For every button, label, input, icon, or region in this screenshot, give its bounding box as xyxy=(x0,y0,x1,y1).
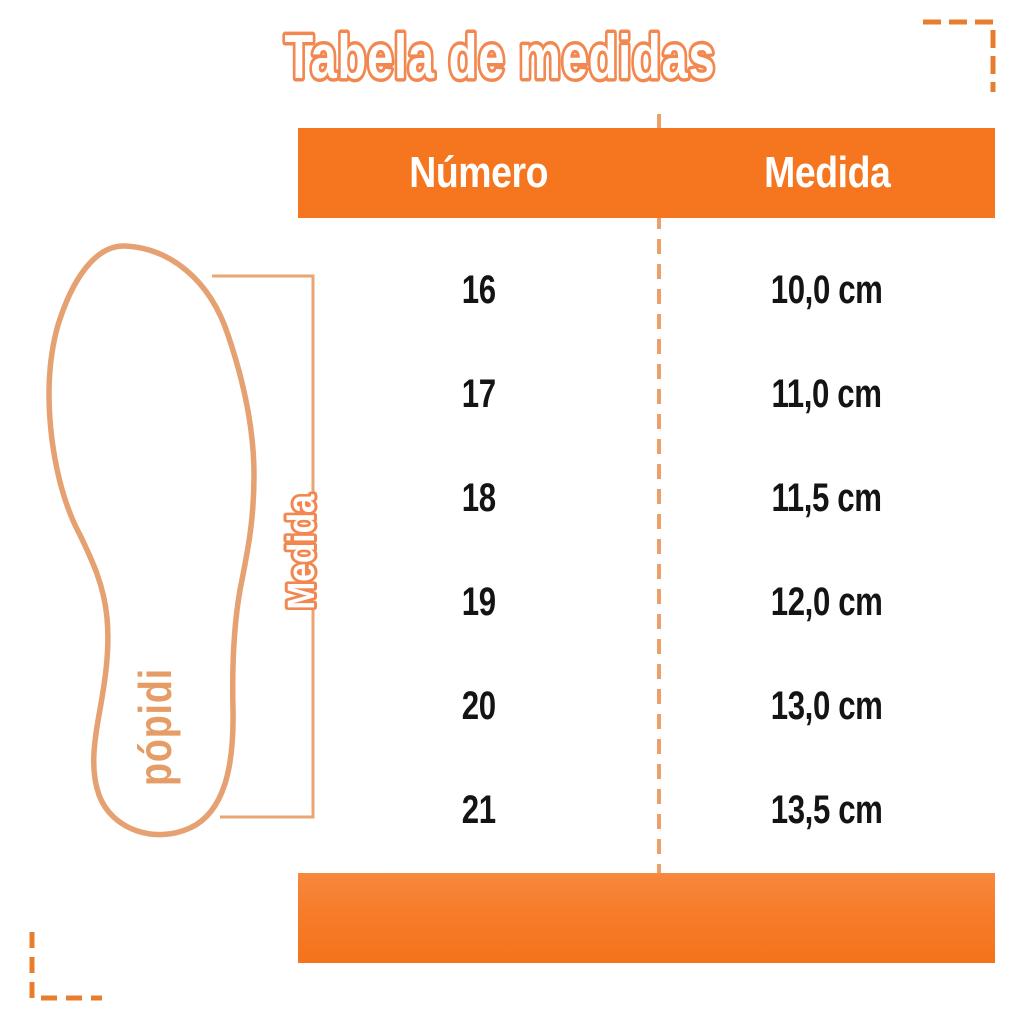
table-row: 21 13,5 cm xyxy=(298,758,995,862)
size-measure-cell: 12,0 cm xyxy=(659,550,995,654)
corner-bracket-bottom-left-icon xyxy=(29,932,102,1001)
size-number-cell: 21 xyxy=(298,758,659,862)
table-row: 17 11,0 cm xyxy=(298,342,995,446)
size-number: 20 xyxy=(461,683,496,728)
page-title-text: Tabela de medidas xyxy=(285,22,716,92)
brand-text: pópidi xyxy=(129,668,180,786)
size-number-cell: 17 xyxy=(298,342,659,446)
size-measure: 13,0 cm xyxy=(771,683,883,728)
table-row: 19 12,0 cm xyxy=(298,550,995,654)
table-row: 20 13,0 cm xyxy=(298,654,995,758)
size-measure-cell: 11,5 cm xyxy=(659,446,995,550)
size-number-cell: 19 xyxy=(298,550,659,654)
size-measure: 10,0 cm xyxy=(771,267,883,312)
measure-bracket xyxy=(212,274,315,819)
insole-outline-icon xyxy=(46,243,257,838)
column-divider-dashed-line xyxy=(657,114,661,873)
size-measure-cell: 10,0 cm xyxy=(659,238,995,342)
size-number: 19 xyxy=(461,579,496,624)
size-number: 17 xyxy=(461,371,496,416)
column-header-medida: Medida xyxy=(659,128,995,218)
size-measure: 12,0 cm xyxy=(771,579,883,624)
size-number: 21 xyxy=(461,787,496,832)
size-number-cell: 20 xyxy=(298,654,659,758)
size-measure: 11,0 cm xyxy=(771,371,883,416)
size-table-body: 16 10,0 cm 17 11,0 cm 18 11,5 cm 19 12,0… xyxy=(298,238,995,862)
table-row: 16 10,0 cm xyxy=(298,238,995,342)
size-number: 16 xyxy=(461,267,496,312)
size-measure: 13,5 cm xyxy=(771,787,883,832)
measure-axis-label: Medida xyxy=(280,493,322,609)
size-measure-cell: 11,0 cm xyxy=(659,342,995,446)
table-header-bar: Número Medida xyxy=(298,128,995,218)
footprint-diagram: pópidi Medida xyxy=(46,243,325,838)
column-header-medida-label: Medida xyxy=(763,148,891,197)
size-measure: 11,5 cm xyxy=(771,475,883,520)
page-title: Tabela de medidas xyxy=(281,19,717,95)
table-row: 18 11,5 cm xyxy=(298,446,995,550)
column-header-numero-label: Número xyxy=(409,148,548,197)
size-number-cell: 16 xyxy=(298,238,659,342)
corner-bracket-top-right-icon xyxy=(923,19,996,92)
size-measure-cell: 13,0 cm xyxy=(659,654,995,758)
size-measure-cell: 13,5 cm xyxy=(659,758,995,862)
column-header-numero: Número xyxy=(298,128,659,218)
size-number: 18 xyxy=(461,475,496,520)
footer-bar xyxy=(298,873,995,963)
size-number-cell: 18 xyxy=(298,446,659,550)
